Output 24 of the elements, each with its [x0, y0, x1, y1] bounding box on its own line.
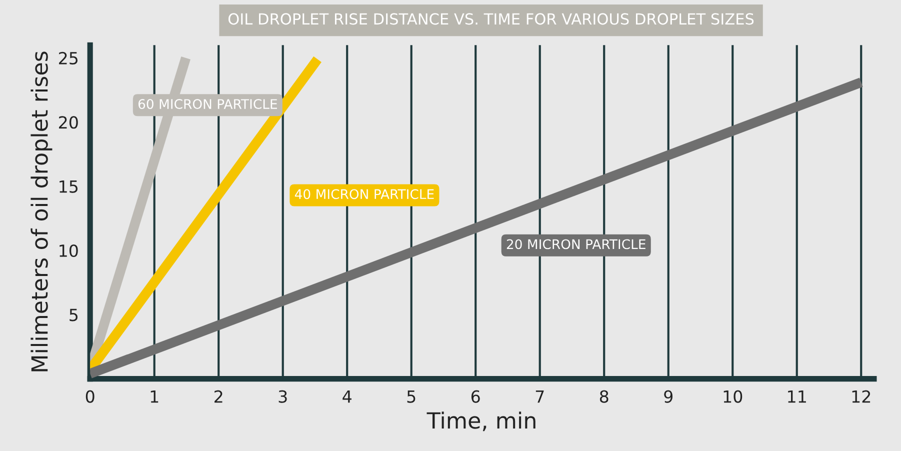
y-tick-label: 20: [59, 116, 78, 129]
x-tick-label: 0: [86, 390, 94, 403]
x-axis-title: Time, min: [426, 412, 536, 432]
text: 60 MICRON PARTICLE: [138, 99, 277, 109]
y-tick-label: 10: [60, 244, 78, 258]
x-tick-label: 1: [150, 390, 158, 403]
x-tick-label: 11: [788, 390, 806, 403]
x-tick-label: 3: [278, 390, 287, 403]
text: 40 MICRON PARTICLE: [294, 189, 434, 200]
x-tick-label: 7: [536, 390, 544, 403]
x-tick-label: 9: [664, 390, 672, 403]
series-label: 20 MICRON PARTICLE: [506, 239, 646, 250]
x-tick-label: 6: [471, 390, 480, 403]
x-tick-label: 4: [342, 390, 352, 403]
chart-title: OIL DROPLET RISE DISTANCE VS. TIME FOR VARIOUS DROPLET SIZES: [228, 13, 754, 25]
x-tick-label: 5: [407, 390, 416, 403]
y-tick-label: 25: [59, 52, 78, 65]
x-tick-label: 2: [214, 390, 222, 403]
x-tick-label: 8: [600, 390, 608, 403]
y-axis-title: Milimeters of oil droplet rises: [30, 52, 52, 372]
x-tick-label: 10: [724, 390, 742, 403]
y-tick-label: 15: [60, 180, 78, 193]
y-tick-label: 5: [70, 308, 78, 322]
x-tick-label: 12: [852, 390, 870, 403]
